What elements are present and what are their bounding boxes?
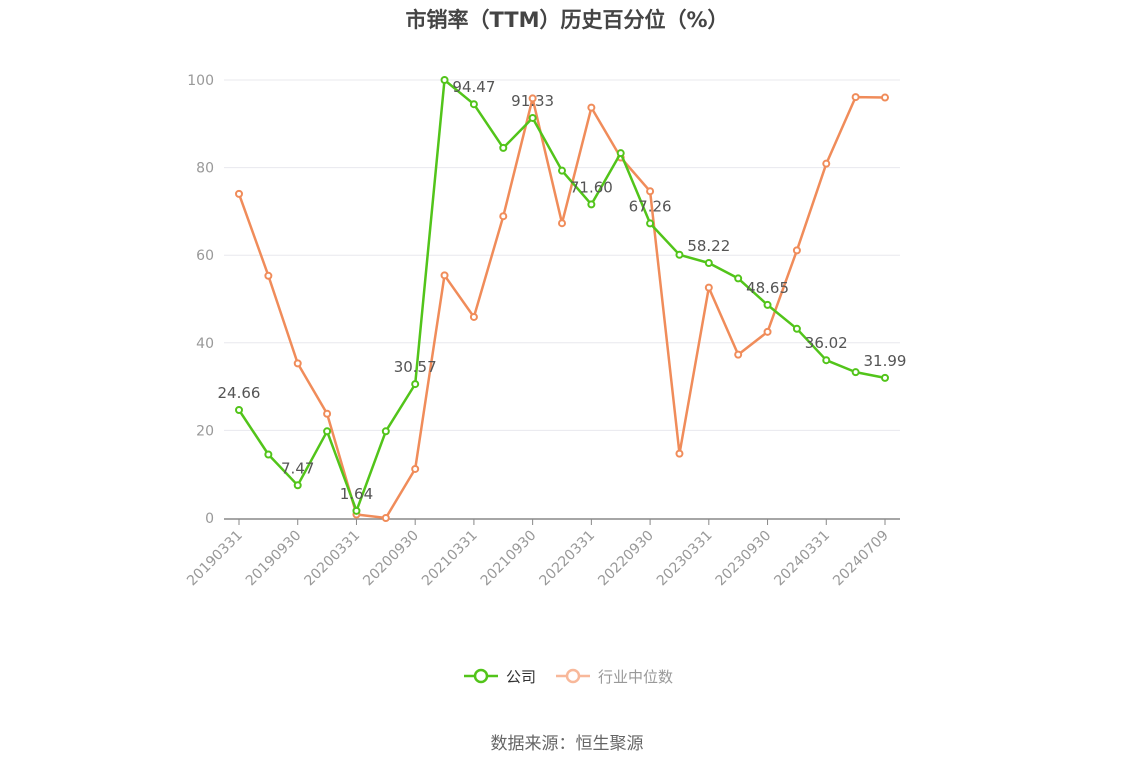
industry-data-point <box>558 219 566 228</box>
industry-data-point <box>792 246 801 255</box>
grid-layer <box>224 79 900 431</box>
series-layer <box>235 76 889 522</box>
axis-layer: 0 20 40 60 80 100 2019033120190930202003312020… <box>184 73 900 589</box>
x-tick-label: 20200930 <box>360 528 422 590</box>
company-data-point <box>851 368 860 377</box>
x-tick-label: 20190930 <box>243 528 305 590</box>
data-label: 48.65 <box>746 279 789 297</box>
company-data-point <box>264 450 273 459</box>
company-data-point <box>558 166 566 175</box>
company-data-point <box>528 113 537 122</box>
company-data-point <box>293 481 302 490</box>
company-data-point <box>381 427 390 436</box>
x-tick-label: 20230930 <box>713 528 775 590</box>
company-data-point <box>352 506 361 515</box>
data-label: 30.57 <box>394 358 437 376</box>
industry-data-point <box>734 350 743 359</box>
company-data-point <box>675 250 684 259</box>
y-tick-label: 0 <box>205 511 214 527</box>
x-tick-label: 20210331 <box>419 528 481 590</box>
industry-data-point <box>293 359 302 368</box>
y-tick-label: 40 <box>196 336 214 352</box>
industry-data-point <box>587 103 596 112</box>
data-label: 58.22 <box>687 237 730 255</box>
company-data-point <box>822 356 831 365</box>
industry-data-point <box>763 327 772 336</box>
industry-data-point <box>440 271 449 280</box>
company-data-point <box>792 324 801 333</box>
company-data-point <box>616 149 625 158</box>
company-data-point <box>881 373 889 382</box>
legend-label: 行业中位数 <box>598 668 673 686</box>
industry-data-point <box>675 449 684 458</box>
data-label: 7.47 <box>281 459 314 477</box>
chart-title: 市销率（TTM）历史百分位（%） <box>405 8 729 32</box>
data-label: 24.66 <box>218 384 261 402</box>
legend-item-industry[interactable]: 行业中位数 <box>556 668 673 686</box>
company-data-point <box>323 427 332 436</box>
x-tick-label: 20190331 <box>184 528 246 590</box>
x-tick-label: 20240709 <box>830 528 892 590</box>
company-data-point <box>763 300 772 309</box>
legend-item-company[interactable]: 公司 <box>464 668 536 686</box>
x-tick-label: 20200331 <box>302 528 364 590</box>
industry-data-point <box>235 189 243 198</box>
legend-label: 公司 <box>506 668 536 686</box>
x-tick-label: 20230331 <box>654 528 716 590</box>
company-data-point <box>411 380 420 389</box>
y-tick-label: 20 <box>196 423 214 439</box>
industry-data-point <box>264 271 273 280</box>
company-data-point <box>734 274 743 283</box>
y-tick-label: 60 <box>196 248 214 264</box>
data-label-layer: 24.66 7.47 1.64 30.57 94.47 91.33 71.60 67.26 58… <box>218 78 907 503</box>
industry-data-point <box>381 514 390 522</box>
company-data-point <box>469 100 478 109</box>
data-source-note: 数据来源：恒生聚源 <box>490 734 644 754</box>
x-tick-label: 20220930 <box>595 528 657 590</box>
company-data-point <box>499 143 508 152</box>
industry-data-point <box>323 409 332 418</box>
x-tick-label: 20220331 <box>536 528 598 590</box>
industry-data-point <box>469 312 478 321</box>
industry-data-point <box>646 187 655 196</box>
data-label: 1.64 <box>340 485 373 503</box>
data-label: 94.47 <box>452 78 495 96</box>
company-data-point <box>235 405 243 414</box>
data-label: 67.26 <box>629 197 672 215</box>
legend-marker-icon <box>473 668 489 684</box>
company-data-point <box>646 219 655 228</box>
industry-data-point <box>851 93 860 102</box>
x-tick-label: 20210930 <box>478 528 540 590</box>
industry-data-point <box>528 94 537 103</box>
y-tick-label: 80 <box>196 161 214 177</box>
y-tick-label: 100 <box>187 73 214 89</box>
data-label: 36.02 <box>805 334 848 352</box>
industry-data-point <box>822 159 831 168</box>
legend-marker-icon <box>565 668 581 684</box>
company-data-point <box>440 76 449 84</box>
data-label: 31.99 <box>864 352 907 370</box>
industry-data-point <box>881 93 889 102</box>
industry-data-point <box>704 283 713 292</box>
industry-data-point <box>411 464 420 473</box>
x-tick-label: 20240331 <box>771 528 833 590</box>
legend[interactable]: 公司 行业中位数 <box>464 668 673 686</box>
company-data-point <box>587 200 596 209</box>
data-label: 91.33 <box>511 92 554 110</box>
data-label: 71.60 <box>570 178 613 196</box>
company-data-point <box>704 258 713 267</box>
industry-data-point <box>499 212 508 221</box>
